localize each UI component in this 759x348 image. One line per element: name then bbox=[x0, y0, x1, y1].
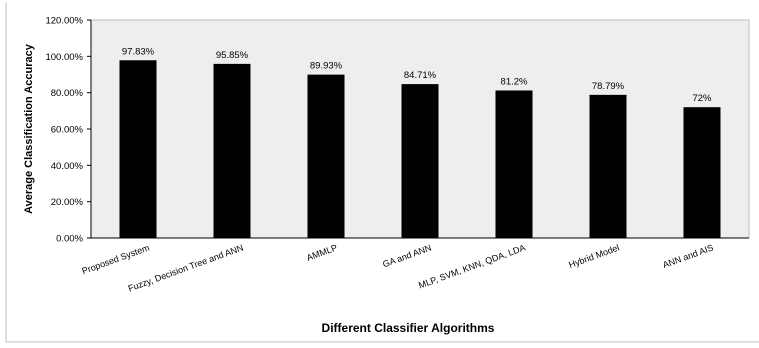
bar bbox=[401, 84, 439, 238]
x-tick-label: GA and ANN bbox=[381, 242, 432, 269]
y-tick-label: 40.00% bbox=[51, 161, 84, 172]
y-tick-label: 60.00% bbox=[51, 125, 84, 136]
data-label: 95.85% bbox=[216, 50, 249, 61]
y-tick-label: 80.00% bbox=[51, 88, 84, 99]
y-tick-label: 0.00% bbox=[56, 234, 83, 245]
y-tick-label: 20.00% bbox=[51, 197, 84, 208]
data-label: 72% bbox=[692, 93, 712, 104]
x-tick-label: ANN and AIS bbox=[661, 242, 714, 270]
y-tick-label: 120.00% bbox=[45, 16, 83, 27]
data-label: 97.83% bbox=[122, 46, 155, 57]
bar bbox=[683, 107, 721, 238]
bar bbox=[213, 63, 251, 239]
y-axis-title: Average Classification Accuracy bbox=[23, 43, 35, 214]
x-tick-label: Hybrid Model bbox=[567, 242, 620, 270]
bar bbox=[307, 74, 345, 238]
data-label: 81.2% bbox=[501, 76, 528, 87]
bar bbox=[589, 94, 627, 238]
bar bbox=[119, 60, 157, 239]
data-label: 78.79% bbox=[592, 81, 625, 92]
x-tick-label: MLP, SVM, KNN, QDA, LDA bbox=[417, 242, 526, 290]
x-tick-label: AMMLP bbox=[305, 242, 339, 262]
data-label: 84.71% bbox=[404, 70, 437, 81]
bar bbox=[495, 90, 533, 238]
x-tick-label: Proposed System bbox=[81, 242, 151, 276]
y-tick-label: 100.00% bbox=[45, 52, 83, 63]
bars bbox=[119, 60, 721, 239]
y-tick-labels: 0.00% 20.00% 40.00% 60.00% 80.00% 100.00% 120.… bbox=[45, 16, 91, 245]
data-labels: 97.83% 95.85% 89.93% 84.71% 81.2% 78.79% 72% bbox=[122, 46, 712, 104]
x-axis-title: Different Classifier Algorithms bbox=[322, 321, 495, 335]
data-label: 89.93% bbox=[310, 61, 343, 72]
